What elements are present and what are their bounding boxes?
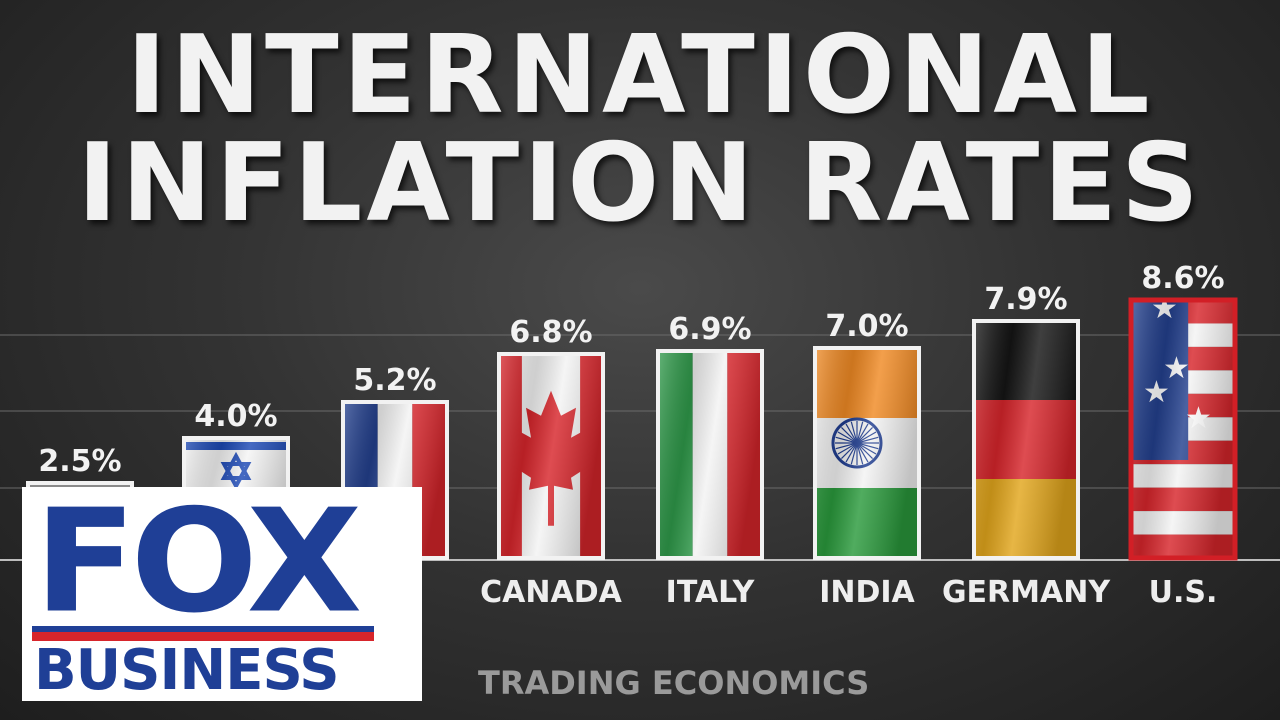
- bar: [497, 352, 605, 560]
- title-line-1: INTERNATIONAL: [126, 13, 1154, 138]
- category-label: GERMANY: [942, 575, 1111, 610]
- logo-red-stripe: [32, 632, 374, 641]
- source-credit: TRADING ECONOMICS: [478, 664, 870, 702]
- bar: [813, 346, 921, 560]
- bar: [656, 349, 764, 560]
- category-label: U.S.: [1149, 575, 1218, 610]
- title-line-2: INFLATION RATES: [77, 121, 1203, 246]
- value-label: 4.0%: [194, 399, 277, 434]
- bar-canada: [497, 352, 605, 560]
- bar-india: [813, 346, 921, 560]
- value-label: 8.6%: [1141, 261, 1224, 296]
- logo-fox-wordmark: FOX: [34, 479, 362, 645]
- bar: [1128, 297, 1238, 561]
- logo-business-wordmark: BUSINESS: [34, 638, 340, 703]
- bar: [972, 319, 1080, 560]
- value-label: 7.9%: [984, 282, 1067, 317]
- category-label: CANADA: [480, 575, 622, 610]
- bar-germany: [972, 319, 1080, 560]
- category-label: INDIA: [819, 575, 915, 610]
- bar-italy: [656, 349, 764, 560]
- value-label: 7.0%: [825, 309, 908, 344]
- bar-us: ★★★★: [1128, 297, 1238, 561]
- value-label: 6.9%: [668, 312, 751, 347]
- fox-business-logo: FOX BUSINESS: [22, 487, 422, 701]
- logo-blue-stripe: [32, 626, 374, 632]
- value-label: 2.5%: [38, 444, 121, 479]
- value-label: 6.8%: [509, 315, 592, 350]
- category-label: ITALY: [666, 575, 756, 610]
- value-label: 5.2%: [353, 363, 436, 398]
